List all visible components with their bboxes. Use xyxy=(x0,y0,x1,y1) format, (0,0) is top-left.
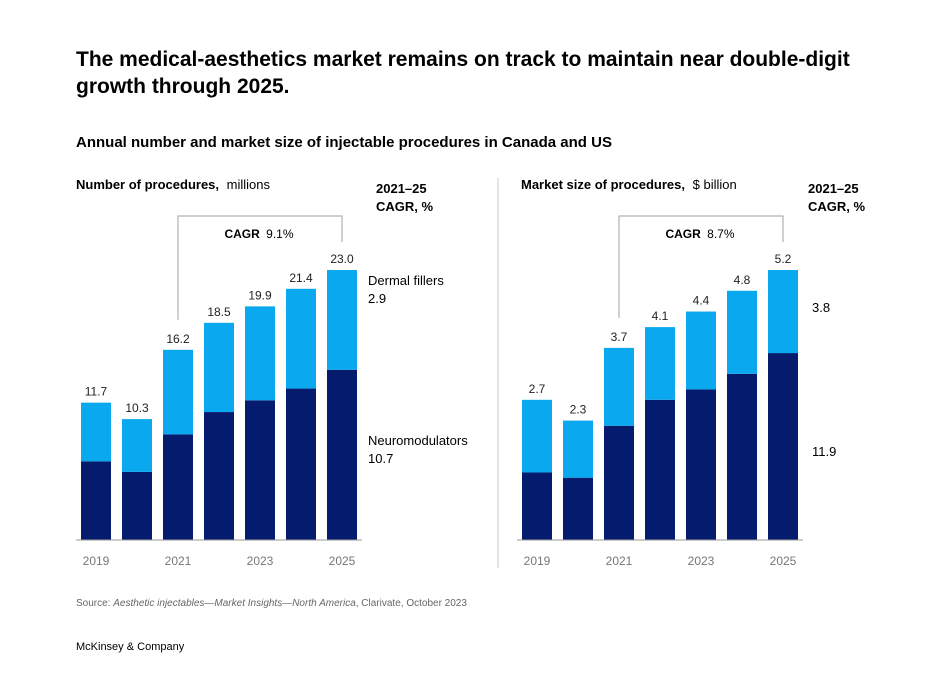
left-bar-neuromodulators-2019 xyxy=(81,461,111,540)
right-cagr-header-line1: 2021–25 xyxy=(808,181,859,196)
left-total-label-2023: 19.9 xyxy=(248,288,272,302)
left-total-label-2022: 18.5 xyxy=(207,305,231,319)
chart-marks: 11.7 10.3 16.2 18.5 19.9 21.4 23.0 2019 2021 2023… xyxy=(76,215,803,568)
right-cagr-header-line2: CAGR, % xyxy=(808,199,866,214)
left-legend-neuromodulators-cagr: 10.7 xyxy=(368,451,393,466)
right-bar-dermal-fillers-2022 xyxy=(645,327,675,400)
source-note: Source: Aesthetic injectables—Market Ins… xyxy=(76,598,467,609)
right-cagr-bracket xyxy=(618,215,784,318)
right-total-label-2022: 4.1 xyxy=(652,309,669,323)
left-panel-title: Number of procedures, millions xyxy=(76,177,270,192)
left-total-label-2024: 21.4 xyxy=(289,271,313,285)
right-bar-dermal-fillers-2021 xyxy=(604,347,634,426)
right-total-label-2023: 4.4 xyxy=(693,294,710,308)
right-total-label-2024: 4.8 xyxy=(734,273,751,287)
right-bar-neuromodulators-2025 xyxy=(768,353,798,540)
left-bar-neuromodulators-2025 xyxy=(327,369,357,540)
left-bar-neuromodulators-2023 xyxy=(245,400,275,540)
left-cagr-header-line2: CAGR, % xyxy=(376,199,434,214)
left-bar-neuromodulators-2024 xyxy=(286,388,316,540)
right-panel-title-unit: $ billion xyxy=(693,177,737,192)
right-tick-label-2021: 2021 xyxy=(606,554,633,568)
left-tick-label-2023: 2023 xyxy=(247,554,274,568)
left-bar-dermal-fillers-2024 xyxy=(286,288,316,389)
left-tick-label-2021: 2021 xyxy=(165,554,192,568)
left-bar-neuromodulators-2022 xyxy=(204,412,234,540)
right-tick-label-2025: 2025 xyxy=(770,554,797,568)
left-bar-dermal-fillers-2020 xyxy=(122,419,152,472)
right-total-label-2020: 2.3 xyxy=(570,403,587,417)
right-cagr-bracket-label: CAGR 8.7% xyxy=(665,227,734,241)
right-cagr-dermal-fillers: 3.8 xyxy=(812,300,830,315)
left-tick-label-2025: 2025 xyxy=(329,554,356,568)
brand-footer: McKinsey & Company xyxy=(76,641,185,653)
left-cagr-bracket xyxy=(177,215,343,320)
right-total-label-2025: 5.2 xyxy=(775,252,792,266)
right-bar-neuromodulators-2023 xyxy=(686,389,716,540)
right-tick-label-2023: 2023 xyxy=(688,554,715,568)
right-bar-neuromodulators-2019 xyxy=(522,472,552,540)
charts-canvas: Number of procedures, millions 2021–25 C… xyxy=(76,177,866,568)
left-total-label-2019: 11.7 xyxy=(85,385,108,399)
right-panel-title: Market size of procedures, $ billion xyxy=(521,177,737,192)
right-bar-neuromodulators-2021 xyxy=(604,425,634,540)
right-tick-label-2019: 2019 xyxy=(524,554,551,568)
left-bar-dermal-fillers-2021 xyxy=(163,349,193,435)
left-bar-neuromodulators-2021 xyxy=(163,434,193,540)
right-bar-dermal-fillers-2025 xyxy=(768,270,798,354)
left-bar-dermal-fillers-2022 xyxy=(204,322,234,413)
right-bar-neuromodulators-2020 xyxy=(563,477,593,540)
left-bar-dermal-fillers-2023 xyxy=(245,306,275,401)
left-legend-dermal-fillers: Dermal fillers xyxy=(368,273,444,288)
right-panel-title-bold: Market size of procedures, xyxy=(521,177,685,192)
right-bar-dermal-fillers-2024 xyxy=(727,290,757,374)
left-legend-neuromodulators: Neuromodulators xyxy=(368,433,468,448)
left-cagr-header-line1: 2021–25 xyxy=(376,181,427,196)
left-bar-dermal-fillers-2025 xyxy=(327,270,357,370)
right-total-label-2019: 2.7 xyxy=(529,382,546,396)
right-cagr-neuromodulators: 11.9 xyxy=(812,444,836,459)
chart-title: The medical-aesthetics market remains on… xyxy=(76,48,850,98)
left-total-label-2021: 16.2 xyxy=(166,332,190,346)
chart-subtitle: Annual number and market size of injecta… xyxy=(76,134,612,151)
left-bar-dermal-fillers-2019 xyxy=(81,402,111,462)
left-panel-title-bold: Number of procedures, xyxy=(76,177,219,192)
left-tick-label-2019: 2019 xyxy=(83,554,110,568)
right-total-label-2021: 3.7 xyxy=(611,330,628,344)
left-bar-neuromodulators-2020 xyxy=(122,471,152,540)
left-total-label-2020: 10.3 xyxy=(125,401,149,415)
right-bar-dermal-fillers-2020 xyxy=(563,420,593,478)
right-bar-dermal-fillers-2023 xyxy=(686,311,716,390)
left-cagr-bracket-label: CAGR 9.1% xyxy=(224,227,293,241)
right-bar-neuromodulators-2024 xyxy=(727,373,757,540)
right-bar-dermal-fillers-2019 xyxy=(522,399,552,473)
left-total-label-2025: 23.0 xyxy=(330,252,354,266)
left-panel-title-unit: millions xyxy=(227,177,271,192)
left-legend-dermal-fillers-cagr: 2.9 xyxy=(368,291,386,306)
right-bar-neuromodulators-2022 xyxy=(645,399,675,540)
